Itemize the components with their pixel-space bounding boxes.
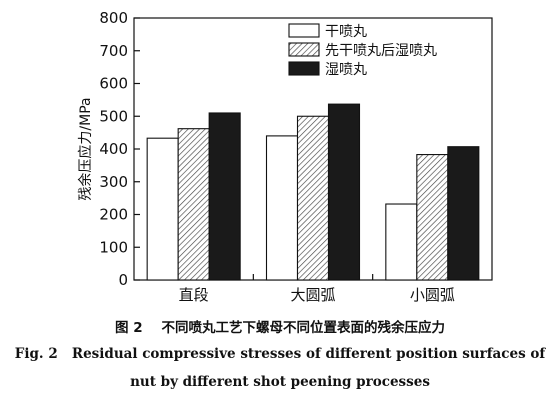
bar-chart: 0 100 200 300 400 500 600 700 800 直段 大圆弧 小圆弧 残余压应力… [77, 9, 493, 304]
y-tick-label: 600 [99, 75, 128, 93]
bar-series [146, 103, 480, 281]
y-tick-label: 0 [118, 271, 128, 289]
x-axis: 直段 大圆弧 小圆弧 [179, 274, 455, 304]
legend-swatch [288, 42, 320, 57]
bar-2-2 [447, 146, 480, 281]
y-tick-label: 100 [99, 238, 128, 256]
bar-1-2 [327, 103, 361, 281]
caption-zh-text: 不同喷丸工艺下螺母不同位置表面的残余压应力 [161, 320, 445, 336]
y-tick-label: 500 [99, 107, 128, 125]
bar-0-1 [177, 128, 210, 281]
bar-0-0 [146, 137, 179, 281]
caption-chinese: 图 2 不同喷丸工艺下螺母不同位置表面的残余压应力 [0, 316, 560, 336]
y-axis-label: 残余压应力/MPa [77, 97, 94, 200]
y-tick-label: 200 [99, 206, 128, 224]
bar-2-1 [416, 154, 449, 281]
caption-english-line1: Fig. 2 Residual compressive stresses of … [0, 346, 560, 362]
caption-en-text-line2: nut by different shot peening processes [130, 374, 430, 390]
y-tick-label: 300 [99, 173, 128, 191]
legend-label: 先干喷丸后湿喷丸 [325, 43, 437, 59]
caption-en-label: Fig. 2 [14, 346, 58, 362]
y-axis: 0 100 200 300 400 500 600 700 800 [99, 9, 140, 289]
legend-label: 湿喷丸 [325, 62, 367, 78]
x-category-label: 大圆弧 [290, 286, 335, 304]
y-tick-label: 700 [99, 42, 128, 60]
x-category-label: 直段 [179, 286, 209, 304]
bar-2-0 [385, 203, 418, 281]
caption-en-text-line1: Residual compressive stresses of differe… [71, 346, 546, 362]
bar-0-2 [208, 112, 241, 281]
caption-zh-label: 图 2 [115, 320, 143, 336]
caption-english-line2: nut by different shot peening processes [0, 374, 560, 390]
legend-label: 干喷丸 [325, 24, 367, 40]
bar-1-0 [265, 135, 299, 281]
legend-swatch [288, 61, 320, 76]
bar-1-1 [296, 115, 330, 281]
y-tick-label: 400 [99, 140, 128, 158]
x-category-label: 小圆弧 [410, 286, 455, 304]
y-tick-label: 800 [99, 9, 128, 27]
legend-swatch [288, 23, 320, 38]
